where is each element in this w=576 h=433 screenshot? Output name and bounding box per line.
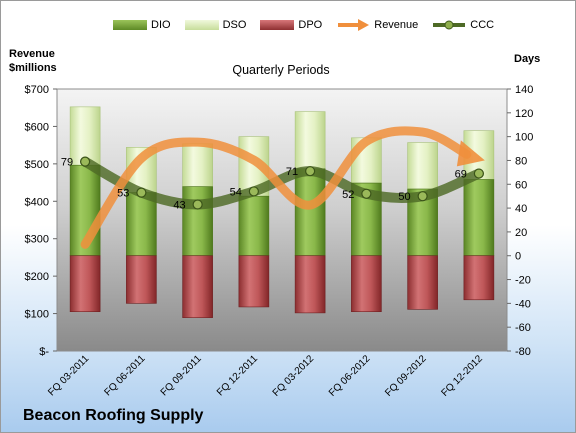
category-label: FQ 09-2011 <box>159 353 204 398</box>
legend-label-dso: DSO <box>222 19 247 31</box>
ccc-marker <box>361 188 372 199</box>
ccc-marker <box>417 191 428 202</box>
legend: DIO DSO DPO Revenue CCC <box>113 17 508 33</box>
bar-dio <box>463 179 495 257</box>
ccc-data-label: 53 <box>117 188 129 200</box>
left-axis-tick-label: $600 <box>25 121 49 133</box>
ccc-data-label: 43 <box>173 200 185 212</box>
legend-label-ccc: CCC <box>470 19 495 31</box>
ccc-data-label: 69 <box>455 169 467 181</box>
company-title: Beacon Roofing Supply <box>23 407 204 424</box>
bar-dpo <box>294 255 326 314</box>
revenue-arrowhead <box>456 140 485 167</box>
plot-area <box>56 88 508 352</box>
left-axis-tick-label: $- <box>39 346 49 358</box>
ccc-marker <box>136 187 147 198</box>
left-axis-title-line2: $millions <box>9 62 57 74</box>
legend-item-ccc: CCC <box>432 19 494 31</box>
left-axis-title: Revenue $millions <box>9 47 89 75</box>
right-axis-tick-label: -60 <box>515 322 531 334</box>
legend-item-revenue: Revenue <box>336 19 418 31</box>
plot-title: Quarterly Periods <box>232 63 330 77</box>
legend-swatch-dso <box>184 20 219 30</box>
ccc-data-label: 71 <box>286 166 298 178</box>
legend-ccc-marker-icon <box>433 20 466 30</box>
left-axis-tick-label: $400 <box>25 196 49 208</box>
legend-arrow-icon <box>338 19 370 31</box>
legend-item-dso: DSO <box>184 19 247 31</box>
left-axis-tick-label: $200 <box>25 271 49 283</box>
category-label: FQ 03-2012 <box>271 353 317 399</box>
ccc-marker <box>473 168 484 179</box>
right-axis-tick-label: -80 <box>515 346 531 358</box>
bar-dio <box>238 195 270 257</box>
bar-dpo <box>69 255 101 313</box>
right-axis-tick-label: 20 <box>515 227 527 239</box>
ccc-data-label: 79 <box>61 157 73 169</box>
bar-dso <box>407 142 438 190</box>
bar-dso <box>69 106 101 166</box>
legend-label-dio: DIO <box>151 19 171 31</box>
legend-label-dpo: DPO <box>298 19 323 31</box>
bar-dio <box>182 186 213 257</box>
ccc-marker <box>80 156 91 167</box>
ccc-data-label: 54 <box>230 186 242 198</box>
legend-item-dio: DIO <box>113 19 171 31</box>
ccc-data-label: 50 <box>398 191 410 203</box>
left-axis-tick-label: $700 <box>25 84 49 96</box>
right-axis-tick-label: 120 <box>515 108 533 120</box>
category-label: FQ 03-2011 <box>46 353 91 398</box>
bar-dso <box>182 143 213 187</box>
left-axis-tick-label: $500 <box>25 159 49 171</box>
legend-item-dpo: DPO <box>260 19 322 31</box>
bar-dio <box>294 168 326 257</box>
category-label: FQ 06-2011 <box>103 353 148 398</box>
right-axis-tick-label: 0 <box>515 251 521 263</box>
right-axis-tick-label: 60 <box>515 179 527 191</box>
ccc-marker <box>248 186 259 197</box>
left-axis-tick-label: $100 <box>25 309 49 321</box>
legend-label-revenue: Revenue <box>374 19 419 31</box>
right-axis-tick-label: 40 <box>515 203 527 215</box>
category-label: FQ 12-2012 <box>439 353 485 399</box>
legend-swatch-dpo <box>260 20 295 30</box>
legend-swatch-dio <box>113 20 147 30</box>
category-label: FQ 12-2011 <box>215 353 260 398</box>
bar-dpo <box>182 255 213 318</box>
ccc-marker <box>305 166 316 177</box>
bar-dpo <box>238 255 270 308</box>
bar-dio <box>126 192 157 257</box>
left-axis-tick-label: $300 <box>25 234 49 246</box>
category-label: FQ 06-2012 <box>327 353 373 399</box>
right-axis-tick-label: -40 <box>515 298 531 310</box>
revenue-line <box>80 126 472 249</box>
bar-dso <box>294 111 326 170</box>
right-axis-title: Days <box>514 53 541 65</box>
right-axis-tick-label: 140 <box>515 84 533 96</box>
left-axis-title-line1: Revenue <box>9 48 55 60</box>
category-label: FQ 09-2012 <box>383 353 429 399</box>
right-axis-tick-label: 80 <box>515 155 527 167</box>
bar-dpo <box>351 255 382 313</box>
right-axis-tick-label: 100 <box>515 132 533 144</box>
bar-dpo <box>126 255 157 304</box>
ccc-data-label: 52 <box>342 189 354 201</box>
ccc-marker <box>192 199 203 210</box>
bar-dpo <box>463 255 495 301</box>
bar-dpo <box>407 255 438 310</box>
right-axis-tick-label: -20 <box>515 275 531 287</box>
